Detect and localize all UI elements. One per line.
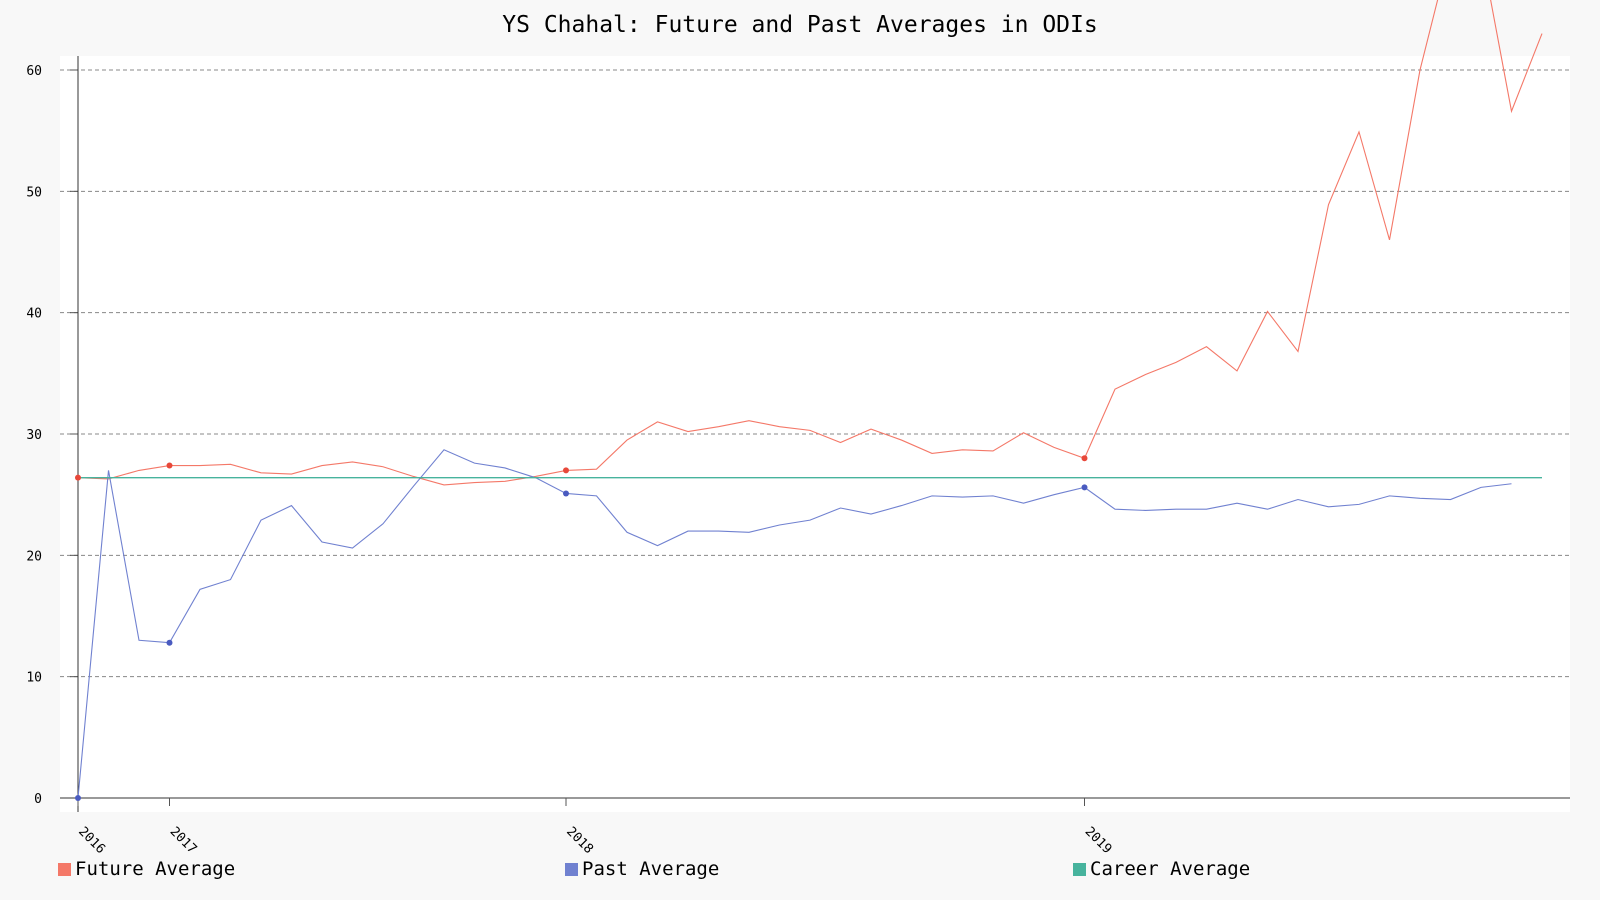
plot-area (60, 56, 1570, 812)
x-tick-label-2019: 2019 (1082, 824, 1115, 857)
series-line-future-average (77, 0, 1543, 486)
y-tick-label-60: 60 (26, 64, 42, 79)
series-lines (77, 0, 1543, 799)
y-tick-label-20: 20 (26, 549, 42, 564)
marker-future-average-33 (1081, 455, 1088, 462)
chart-title: YS Chahal: Future and Past Averages in O… (502, 12, 1098, 38)
marker-past-average-16 (563, 490, 569, 497)
y-tick-label-0: 0 (34, 792, 42, 807)
y-tick-label-50: 50 (26, 185, 42, 200)
legend-item-past-average[interactable]: Past Average (565, 858, 719, 880)
legend-label-career-average: Career Average (1090, 858, 1251, 880)
marker-past-average-33 (1081, 484, 1088, 491)
marker-future-average-16 (563, 467, 569, 474)
legend-swatch-future-average (58, 862, 71, 876)
marker-past-average-0 (75, 795, 81, 801)
legend-swatch-career-average (1073, 862, 1086, 876)
x-tick-label-2017: 2017 (167, 824, 200, 857)
series-line-past-average (77, 449, 1512, 799)
y-tick-label-30: 30 (26, 428, 42, 443)
legend-swatch-past-average (565, 862, 578, 876)
legend-label-past-average: Past Average (582, 858, 720, 880)
axes (60, 56, 1570, 812)
x-tick-label-2018: 2018 (563, 824, 596, 857)
marker-future-average-3 (166, 462, 173, 469)
x-tick-label-2016: 2016 (75, 824, 108, 857)
y-tick-label-10: 10 (26, 671, 42, 686)
series-markers (75, 455, 1088, 801)
legend-item-future-average[interactable]: Future Average (58, 858, 235, 880)
marker-future-average-0 (75, 474, 81, 481)
y-tick-label-40: 40 (26, 307, 42, 322)
legend-label-future-average: Future Average (75, 858, 236, 880)
marker-past-average-3 (166, 639, 173, 646)
legend-item-career-average[interactable]: Career Average (1073, 858, 1250, 880)
